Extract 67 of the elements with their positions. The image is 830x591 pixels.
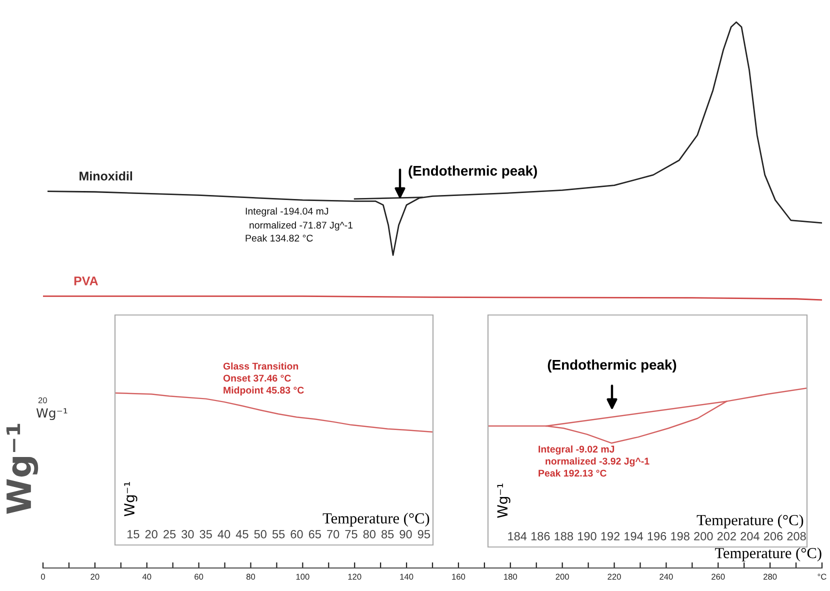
- x-tick-label: 25: [164, 530, 176, 538]
- x-tick-label: 20: [90, 574, 100, 580]
- x-tick-label: 180: [504, 574, 518, 580]
- x-axis-title: Temperature (°C): [322, 512, 430, 527]
- x-tick-label: 120: [348, 574, 362, 580]
- x-tick-label: 35: [200, 530, 212, 538]
- annotation: Midpoint 45.83 °C: [224, 386, 304, 396]
- x-tick-label: 40: [142, 574, 152, 580]
- x-tick-label: 85: [382, 530, 394, 538]
- x-tick-label: 20: [145, 530, 158, 538]
- series-label: Minoxidil: [80, 171, 132, 181]
- annotation: Wg⁻¹: [36, 408, 68, 420]
- x-tick-label: 184: [508, 532, 527, 540]
- x-tick-label: 188: [554, 532, 574, 540]
- x-tick-label: 204: [740, 532, 760, 540]
- x-tick-label: 200: [694, 532, 713, 540]
- x-tick-label: 192: [601, 532, 620, 540]
- x-tick-label: 100: [296, 574, 310, 580]
- x-tick-label: 40: [218, 530, 230, 538]
- x-tick-label: 200: [556, 574, 569, 580]
- x-tick-label: 60: [290, 530, 303, 538]
- y-axis-title: Wg⁻¹: [6, 424, 38, 514]
- x-axis-title: Temperature (°C): [696, 514, 804, 528]
- x-tick-label: 75: [345, 530, 358, 538]
- x-tick-label: 0: [41, 574, 45, 580]
- x-tick-label: 220: [608, 574, 621, 580]
- x-tick-label: 80: [363, 530, 376, 538]
- x-tick-label: 198: [671, 532, 690, 540]
- annotation: normalized -3.92 Jg^-1: [546, 457, 650, 467]
- x-tick-label: 190: [578, 532, 596, 540]
- y-axis-title: Wg⁻¹: [124, 482, 138, 516]
- x-tick-label: 196: [648, 532, 666, 540]
- y-axis-title: Wg⁻¹: [497, 484, 510, 518]
- x-tick-label: 45: [236, 530, 248, 538]
- annotation: Glass Transition: [223, 362, 298, 370]
- x-tick-label: 160: [452, 574, 466, 580]
- x-tick-label: °C: [818, 574, 826, 580]
- x-tick-label: 194: [624, 532, 644, 540]
- annotation: (Endothermic peak): [548, 360, 676, 372]
- x-tick-label: 208: [787, 532, 806, 540]
- x-tick-label: 55: [272, 530, 285, 538]
- annotation: Integral -9.02 mJ: [538, 445, 614, 455]
- x-tick-label: 60: [194, 574, 204, 580]
- x-axis-title: Temperature (°C): [715, 548, 822, 562]
- annotation: Peak 192.13 °C: [538, 469, 606, 477]
- x-tick-label: 65: [308, 530, 321, 538]
- x-tick-label: 15: [128, 530, 140, 538]
- x-tick-label: 50: [254, 530, 266, 538]
- annotation: Integral -194.04 mJ: [246, 207, 328, 217]
- x-tick-label: 186: [531, 532, 550, 540]
- x-tick-label: 80: [246, 574, 256, 580]
- annotation: (Endothermic peak): [408, 166, 537, 178]
- x-tick-label: 30: [182, 530, 194, 538]
- x-tick-label: 202: [717, 532, 736, 540]
- x-tick-label: 95: [418, 530, 430, 538]
- annotation: Onset 37.46 °C: [223, 374, 291, 382]
- x-tick-label: 260: [712, 574, 725, 580]
- annotation: normalized -71.87 Jg^-1: [250, 221, 353, 231]
- annotation: 20: [38, 397, 47, 404]
- x-tick-label: 90: [400, 530, 412, 538]
- x-tick-label: 206: [764, 532, 783, 540]
- annotation: Peak 134.82 °C: [246, 234, 313, 242]
- x-tick-label: 140: [400, 574, 414, 580]
- x-tick-label: 280: [764, 574, 777, 580]
- x-tick-label: 70: [327, 530, 340, 538]
- series-label: PVA: [74, 276, 98, 286]
- x-tick-label: 240: [660, 574, 673, 580]
